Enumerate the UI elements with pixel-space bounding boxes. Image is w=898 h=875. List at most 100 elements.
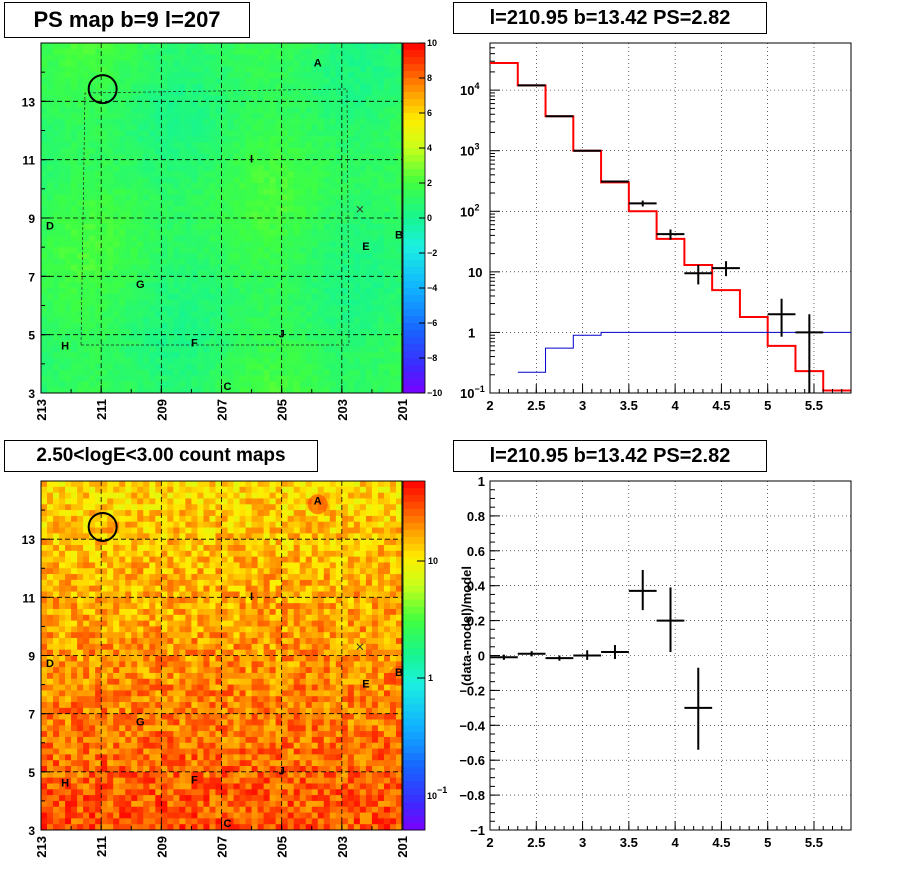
ps-map-x-tick-label: 207 (215, 399, 230, 421)
count-map-y-tick-label: 5 (28, 766, 35, 780)
ps-map-y-tick-label: 9 (28, 212, 35, 226)
residual-y-tick-label: −0.4 (459, 718, 485, 733)
residual-y-tick-label: −1 (470, 823, 485, 838)
spectrum-x-tick-label: 2.5 (527, 398, 545, 413)
spectrum-x-tick-label: 3 (579, 398, 586, 413)
residual-x-tick-label: 2.5 (527, 835, 545, 850)
count-map-y-tick-label: 11 (22, 591, 35, 605)
ps-colorbar-tick-label: 4 (427, 143, 432, 153)
count-map-source-label-d: D (46, 658, 54, 670)
ps-map-heatmap-cells (41, 43, 403, 394)
count-map-y-tick-label: 13 (22, 533, 36, 547)
ps-map-source-label-d: D (46, 221, 54, 233)
residual-x-tick-label: 5.5 (805, 835, 823, 850)
spectrum-y-tick-label: 104 (460, 81, 479, 98)
spectrum-y-tick-label: 102 (460, 202, 479, 219)
ps-colorbar-tick-label: 0 (427, 213, 432, 223)
count-map-colorbar (403, 481, 425, 831)
ps-map-source-label-j: J (279, 329, 285, 341)
count-map-source-label-h: H (61, 777, 69, 789)
ps-map-marked-position-circle (87, 74, 118, 105)
ps-map-x-tick-label: 201 (395, 399, 410, 421)
ps-map-source-label-f: F (191, 337, 198, 349)
residual-x-tick-label: 5 (764, 835, 771, 850)
ps-map-source-label-e: E (362, 241, 369, 253)
ps-map-source-label-b: B (395, 229, 403, 241)
count-map-y-tick-label: 9 (28, 650, 35, 664)
count-map-x-tick-label: 205 (275, 836, 290, 858)
count-map-source-label-g: G (136, 716, 145, 728)
ps-map-source-label-c: C (224, 381, 232, 393)
ps-colorbar-tick-label: −8 (427, 353, 437, 363)
count-colorbar-tick-label: 1 (428, 673, 433, 683)
residual-y-tick-label: 0.4 (467, 579, 486, 594)
ps-map-source-label-h: H (61, 340, 69, 352)
ps-colorbar-tick-label: −6 (427, 318, 437, 328)
ps-colorbar-tick-label: −10 (427, 388, 442, 398)
count-map-colorbar-frame (402, 480, 426, 831)
ps-map-region-outline (80, 88, 350, 346)
spectrum-title: l=210.95 b=13.42 PS=2.82 (453, 2, 767, 34)
ps-colorbar-tick-label: 8 (427, 73, 432, 83)
ps-map-title: PS map b=9 l=207 (4, 2, 250, 38)
residual-x-tick-label: 3 (579, 835, 586, 850)
count-map-y-tick-label: 7 (28, 708, 35, 722)
count-map-y-tick-label: 3 (28, 824, 35, 838)
ps-map-source-label-g: G (136, 279, 145, 291)
residual-y-tick-label: −0.2 (459, 683, 485, 698)
count-map-cross-marker (356, 643, 364, 651)
residual-y-tick-label: −0.6 (459, 753, 485, 768)
spectrum-frame (489, 42, 852, 394)
ps-map-cross-marker (356, 205, 364, 213)
count-colorbar-tick-label-minor: 10−1 (427, 785, 447, 801)
spectrum-y-tick-label: 1 (468, 325, 475, 340)
ps-map-x-tick-label: 211 (94, 399, 109, 420)
count-map-source-label-j: J (279, 766, 285, 778)
count-map-source-label-b: B (395, 667, 403, 679)
count-map-x-tick-label: 209 (154, 836, 169, 858)
ps-map-y-tick-label: 5 (28, 329, 35, 343)
count-map-x-tick-label: 213 (34, 836, 49, 858)
count-map-heatmap-cells (41, 481, 409, 831)
ps-colorbar-tick-label: −4 (427, 283, 437, 293)
spectrum-x-tick-label: 2 (486, 398, 493, 413)
ps-map-y-tick-label: 13 (22, 95, 36, 109)
ps-map-x-tick-label: 205 (275, 399, 290, 421)
count-map-source-label-i: I (250, 591, 253, 603)
count-map-source-label-e: E (362, 678, 369, 690)
count-map-source-label-c: C (224, 818, 232, 830)
ps-map-x-tick-label: 213 (34, 399, 49, 421)
ps-colorbar-tick-label: 2 (427, 178, 432, 188)
ps-colorbar-tick-label: 10 (427, 38, 437, 48)
count-map-source-label-a: A (314, 495, 322, 507)
ps-map-colorbar (403, 43, 425, 394)
residual-y-tick-label: 0.2 (467, 614, 485, 629)
residual-x-tick-label: 4 (672, 835, 680, 850)
count-map-title: 2.50<logE<3.00 count maps (4, 440, 318, 472)
ps-map-y-tick-label: 7 (28, 270, 35, 284)
ps-map-source-label-i: I (250, 154, 253, 166)
spectrum-x-tick-label: 4.5 (712, 398, 730, 413)
ps-map-x-tick-label: 209 (154, 399, 169, 421)
residual-y-tick-label: 1 (478, 474, 485, 489)
count-map-x-tick-label: 211 (94, 836, 109, 857)
ps-colorbar-tick-label: −2 (427, 248, 437, 258)
ps-colorbar-tick-label: 6 (427, 108, 432, 118)
spectrum-y-tick-label: 103 (460, 142, 479, 159)
count-map-marked-position-circle (87, 511, 118, 542)
residual-y-axis-label: (data-model)/model (459, 566, 474, 686)
count-colorbar-tick-label: 10 (428, 556, 438, 566)
ps-map-y-tick-label: 3 (28, 387, 35, 401)
count-map-x-tick-label: 201 (395, 836, 410, 858)
spectrum-x-tick-label: 4 (672, 398, 680, 413)
count-map-source-glow (307, 494, 328, 515)
spectrum-x-tick-label: 5 (764, 398, 771, 413)
residual-x-tick-label: 3.5 (620, 835, 638, 850)
residual-y-tick-label: 0 (478, 649, 485, 664)
spectrum-x-tick-label: 3.5 (620, 398, 638, 413)
count-map-x-tick-label: 207 (215, 836, 230, 858)
residual-x-tick-label: 2 (486, 835, 493, 850)
spectrum-y-tick-label: 10 (468, 265, 482, 280)
ps-map-y-tick-label: 11 (22, 154, 35, 168)
